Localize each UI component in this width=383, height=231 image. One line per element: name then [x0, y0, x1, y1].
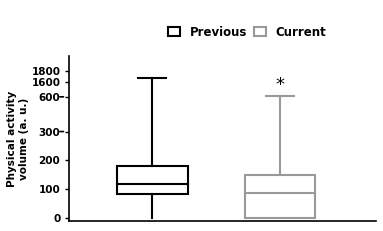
Legend: Previous, Current: Previous, Current — [169, 26, 326, 39]
Bar — [117, 166, 188, 194]
Text: *: * — [276, 76, 285, 94]
Y-axis label: Physical activity
volume (a. u.): Physical activity volume (a. u.) — [7, 91, 29, 187]
Bar — [245, 176, 315, 218]
